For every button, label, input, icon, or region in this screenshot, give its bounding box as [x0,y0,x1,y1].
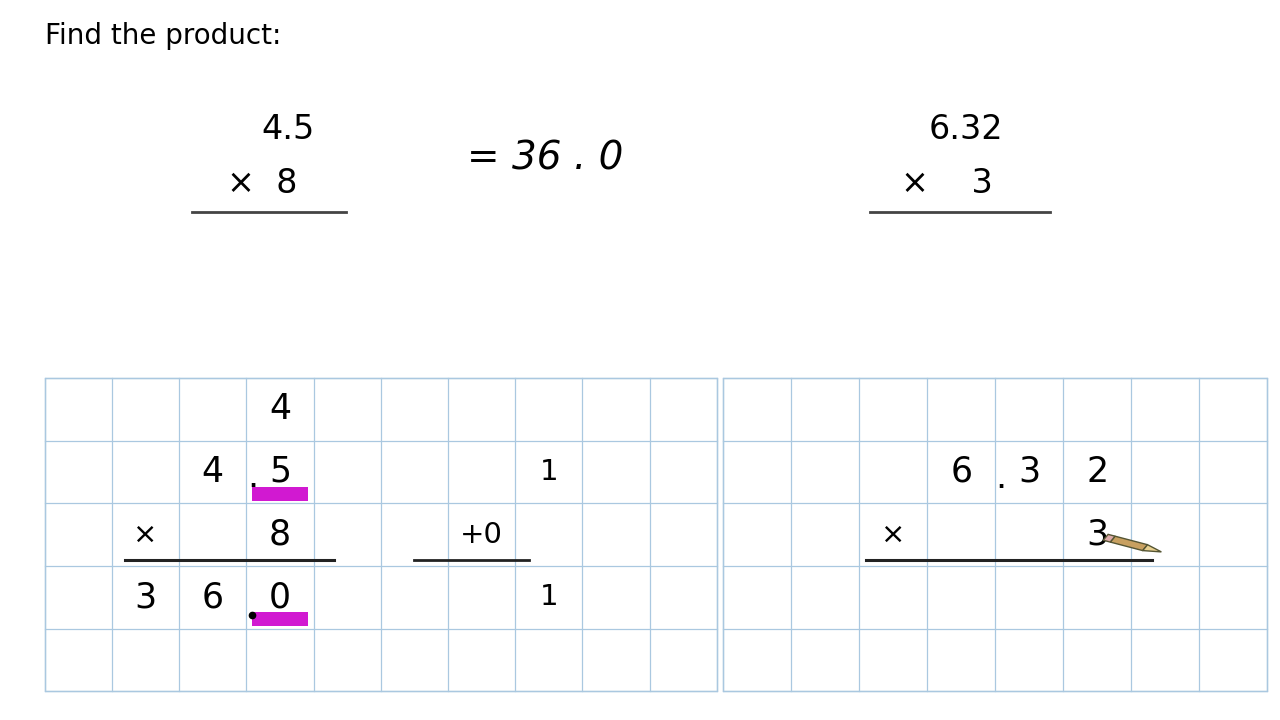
Text: 4: 4 [202,455,224,489]
Text: 6.32: 6.32 [929,113,1004,146]
Text: 4.5: 4.5 [261,113,315,146]
Text: +0: +0 [461,521,503,549]
Text: 2: 2 [1087,455,1108,489]
Text: 0: 0 [269,580,291,614]
Text: ×: × [133,521,157,549]
Text: 5: 5 [269,455,291,489]
Text: 4: 4 [269,392,291,426]
Polygon shape [1110,536,1148,551]
Text: .: . [995,462,1006,495]
Bar [45,378,717,691]
Text: 3: 3 [134,580,156,614]
Bar [723,378,1267,691]
Text: 6: 6 [202,580,224,614]
Text: Find the product:: Find the product: [45,22,282,50]
Text: 3: 3 [1018,455,1041,489]
Text: 6: 6 [950,455,973,489]
Bar [252,487,307,501]
Polygon shape [1143,545,1161,552]
Text: ×  8: × 8 [228,167,297,200]
Text: 1: 1 [539,458,558,486]
Text: ×    3: × 3 [901,167,993,200]
Text: .: . [247,460,259,494]
Polygon shape [1103,534,1115,542]
Text: 3: 3 [1087,518,1108,552]
Text: = 36 . 0: = 36 . 0 [467,140,623,177]
Bar [252,612,307,626]
Text: 1: 1 [539,583,558,611]
Text: 8: 8 [269,518,291,552]
Text: ×: × [881,521,905,549]
